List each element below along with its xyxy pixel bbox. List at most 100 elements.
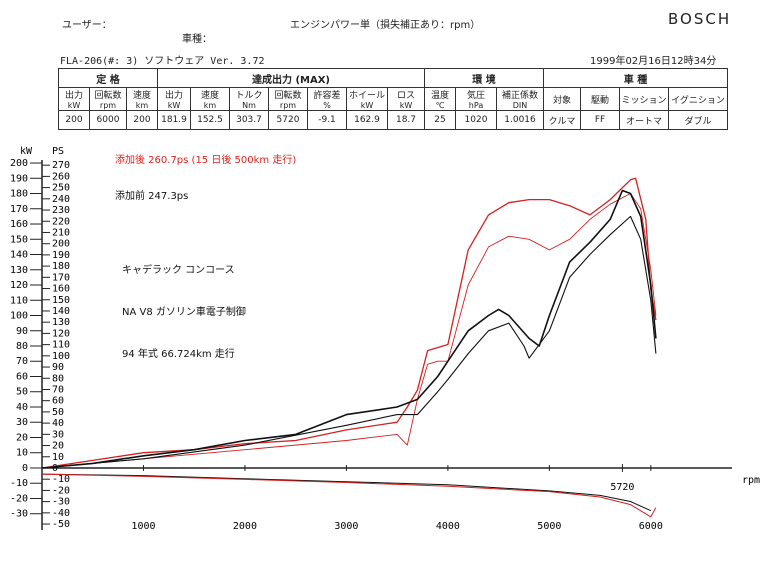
header-unit: Nm xyxy=(242,101,256,110)
y2-tick-label: 200 xyxy=(52,239,70,250)
header-unit: kW xyxy=(360,101,374,110)
x-tick-label: 6000 xyxy=(639,521,663,532)
series-line xyxy=(41,177,657,469)
y-tick-label: 60 xyxy=(16,371,28,382)
date: 1999年02月16日12時34分 xyxy=(590,56,717,67)
x-tick-label: 4000 xyxy=(436,521,460,532)
y-axis-label: kW xyxy=(20,146,33,157)
cell: 152.5 xyxy=(190,110,230,130)
y2-tick-label: 260 xyxy=(52,171,70,182)
y-tick-label: 70 xyxy=(16,356,28,367)
y2-tick-label: 130 xyxy=(52,317,70,328)
cell: クルマ xyxy=(543,110,581,130)
header-unit: ℃ xyxy=(435,101,445,110)
y-tick-label: 100 xyxy=(10,311,28,322)
column-header: 回転数 rpm xyxy=(89,87,127,111)
user-label: ユーザー： xyxy=(62,20,112,31)
y2-tick-label: 140 xyxy=(52,306,70,317)
y2-tick-label: -20 xyxy=(52,485,70,496)
y-tick-label: 170 xyxy=(10,204,28,215)
y-tick-label: 190 xyxy=(10,173,28,184)
y2-tick-label: 170 xyxy=(52,272,70,283)
cell: -9.1 xyxy=(307,110,347,130)
y2-tick-label: 230 xyxy=(52,205,70,216)
annotation: 添加後 260.7ps (15 日後 500km 走行) xyxy=(115,153,296,166)
x-tick-label: 5000 xyxy=(537,521,561,532)
column-header: ロス kW xyxy=(387,87,425,111)
header-unit: kW xyxy=(399,101,413,110)
y-tick-label: 10 xyxy=(16,448,28,459)
x-marker-label: 5720 xyxy=(610,482,634,493)
y2-tick-label: 90 xyxy=(52,362,64,373)
y2-tick-label: -30 xyxy=(52,497,70,508)
header-name: 対象 xyxy=(552,95,571,106)
annotation: NA V8 ガソリン車電子制御 xyxy=(122,305,246,318)
header-name: 許容差 xyxy=(313,91,341,101)
y-tick-label: -10 xyxy=(10,478,28,489)
brand: BOSCH xyxy=(668,10,732,28)
y-tick-label: -20 xyxy=(10,493,28,504)
y2-tick-label: 70 xyxy=(52,384,64,395)
annotation: 添加前 247.3ps xyxy=(115,189,188,202)
header-name: 出力 xyxy=(64,91,83,101)
model: FLA-206(#: 3) ソフトウェア Ver. 3.72 xyxy=(60,56,265,67)
header-unit: kW xyxy=(67,101,81,110)
cell: 25 xyxy=(424,110,456,130)
header-unit: km xyxy=(135,101,149,110)
y2-tick-label: 110 xyxy=(52,340,70,351)
y-tick-label: 130 xyxy=(10,265,28,276)
header-unit: km xyxy=(203,101,217,110)
y2-tick-label: 40 xyxy=(52,418,64,429)
y2-tick-label: 120 xyxy=(52,328,70,339)
cell: 5720 xyxy=(268,110,308,130)
y2-tick-label: 240 xyxy=(52,194,70,205)
column-header: イグニション xyxy=(668,87,728,111)
x-tick-label: 3000 xyxy=(334,521,358,532)
y2-tick-label: 50 xyxy=(52,407,64,418)
header-name: 速度 xyxy=(200,91,219,101)
header-unit: kW xyxy=(167,101,181,110)
cell: オートマ xyxy=(619,110,669,130)
column-header: 補正係数 DIN xyxy=(496,87,544,111)
y-tick-label: 30 xyxy=(16,417,28,428)
y-tick-label: 120 xyxy=(10,280,28,291)
header-unit: DIN xyxy=(512,101,528,110)
column-header: 速度 km xyxy=(126,87,158,111)
header-unit: rpm xyxy=(279,101,297,110)
y-tick-label: 160 xyxy=(10,219,28,230)
header-name: 回転数 xyxy=(94,91,122,101)
y-tick-label: 90 xyxy=(16,326,28,337)
y2-tick-label: 60 xyxy=(52,396,64,407)
header-name: ホイール xyxy=(348,91,385,101)
column-header: 駆動 xyxy=(580,87,620,111)
header-unit: rpm xyxy=(99,101,117,110)
header-name: 温度 xyxy=(430,91,449,101)
cell: ダブル xyxy=(668,110,728,130)
y-tick-label: 40 xyxy=(16,402,28,413)
y2-tick-label: 190 xyxy=(52,250,70,261)
header-name: トルク xyxy=(235,91,263,101)
y2-tick-label: 250 xyxy=(52,183,70,194)
x-axis-label: rpm xyxy=(742,475,760,486)
header-unit: hPa xyxy=(468,101,484,110)
sheet-title: エンジンパワー単（損失補正あり：rpm） xyxy=(290,20,481,31)
y2-tick-label: 220 xyxy=(52,216,70,227)
y-tick-label: -30 xyxy=(10,509,28,520)
y-tick-label: 200 xyxy=(10,158,28,169)
column-header: 温度 ℃ xyxy=(424,87,456,111)
header-name: 出力 xyxy=(164,91,183,101)
y2-tick-label: 160 xyxy=(52,284,70,295)
y2-tick-label: 20 xyxy=(52,441,64,452)
y-tick-label: 110 xyxy=(10,295,28,306)
y-tick-label: 140 xyxy=(10,250,28,261)
y2-tick-label: 10 xyxy=(52,452,64,463)
y2-tick-label: 100 xyxy=(52,351,70,362)
x-tick-label: 2000 xyxy=(233,521,257,532)
series-line xyxy=(41,215,657,469)
header-name: 速度 xyxy=(132,91,151,101)
y2-tick-label: 150 xyxy=(52,295,70,306)
series-line xyxy=(41,473,652,512)
x-tick-label: 1000 xyxy=(131,521,155,532)
y2-tick-label: 210 xyxy=(52,227,70,238)
y-tick-label: 20 xyxy=(16,432,28,443)
